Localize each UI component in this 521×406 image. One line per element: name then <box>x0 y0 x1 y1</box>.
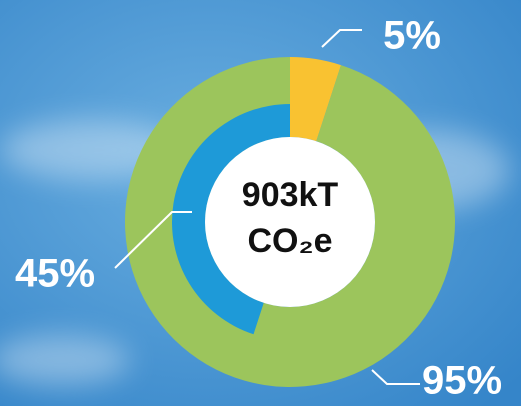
value-label: 45% <box>15 252 95 296</box>
center-text: 903kT <box>242 176 339 214</box>
center-text: CO₂e <box>247 222 332 260</box>
chart: 903kT CO₂e 5% 95% 45% <box>0 0 521 406</box>
value-label: 95% <box>422 359 502 403</box>
value-label: 5% <box>383 14 441 58</box>
